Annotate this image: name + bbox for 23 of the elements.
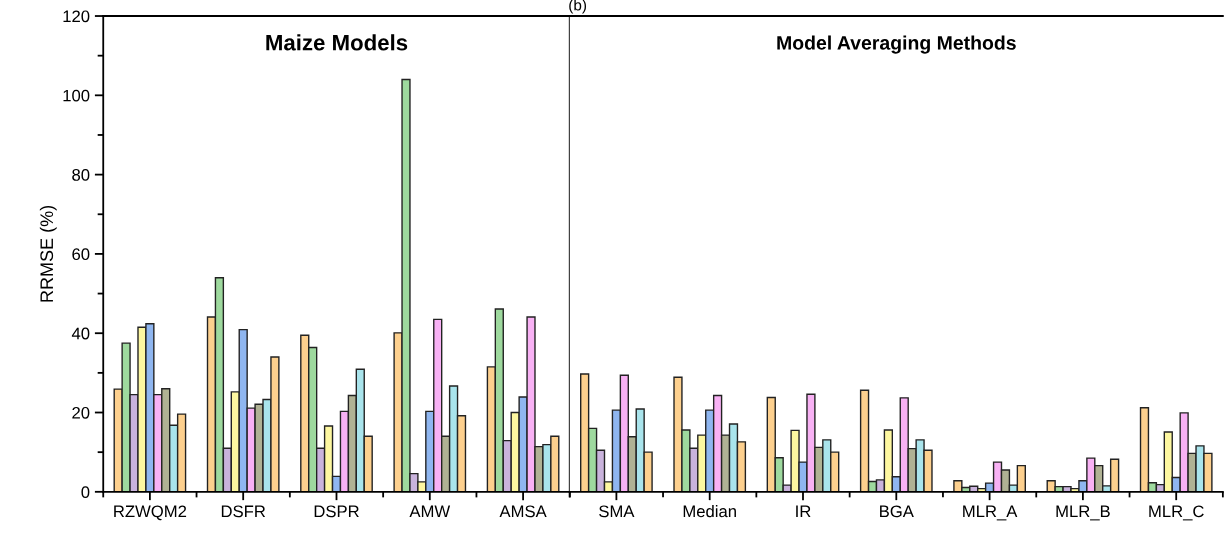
x-tick-label: DSPR [314, 505, 359, 518]
x-tick-label: RZWQM2 [114, 505, 187, 521]
y-tick-label: 40 [71, 327, 90, 340]
y-tick-label: 60 [72, 248, 90, 261]
y-tick-label: 120 [63, 10, 90, 23]
x-tick-label: SMA [599, 505, 635, 518]
x-tick-label: AMW [409, 505, 451, 518]
x-tick-label: IR [796, 505, 811, 518]
x-tick-label: MLR_A [963, 505, 1018, 521]
y-axis-title: RRMSE (%) [39, 205, 57, 302]
y-tick-label: 80 [72, 169, 90, 181]
y-tick-label: 100 [63, 89, 90, 102]
y-tick-label: 0 [81, 486, 90, 499]
text: (b) [569, 0, 587, 14]
x-tick-label: MLR_B [1056, 505, 1110, 521]
x-tick-label: MLR_C [1149, 505, 1204, 521]
y-tick-label: 20 [72, 406, 90, 419]
text: Maize Models [266, 34, 408, 51]
x-tick-label: Median [683, 505, 736, 518]
x-tick-label: DSFR [221, 505, 266, 518]
x-tick-label: AMSA [499, 505, 547, 518]
text: Model Averaging Methods [777, 35, 1016, 54]
x-tick-label: BGA [880, 505, 914, 518]
